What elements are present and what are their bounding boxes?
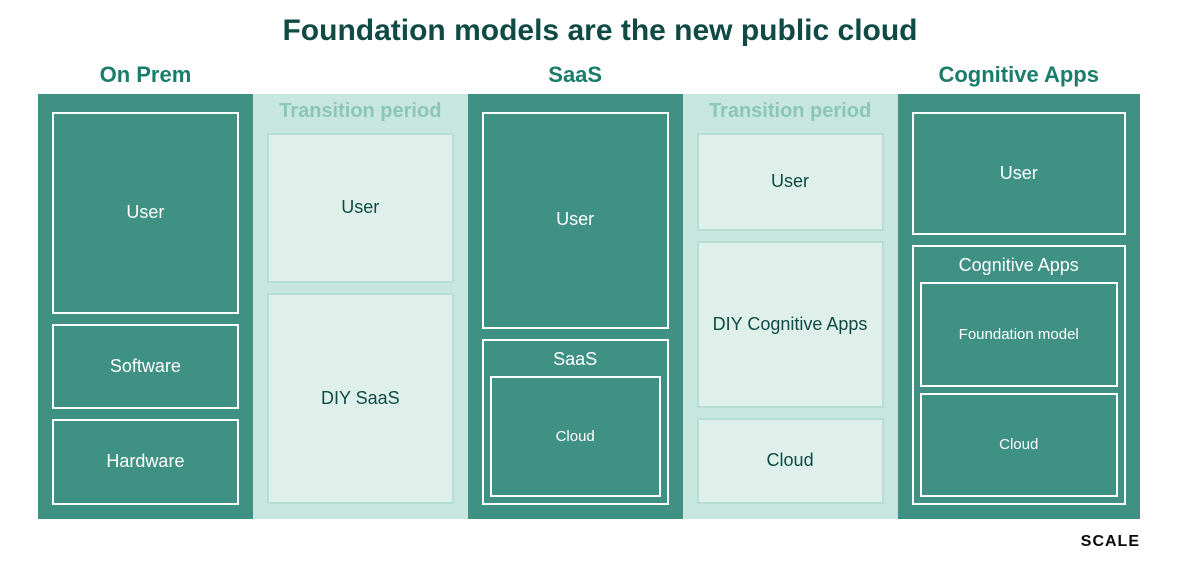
stack-box: DIY Cognitive Apps xyxy=(697,241,884,409)
stack-box: Cloud xyxy=(697,418,884,504)
brand-label: SCALE xyxy=(1081,533,1140,551)
stack-box: DIY SaaS xyxy=(267,293,454,504)
stack-box-label: Cognitive Apps xyxy=(959,253,1079,277)
stack-box: SaaS Cloud xyxy=(482,339,669,505)
page-title: Foundation models are the new public clo… xyxy=(0,0,1200,50)
column-header-empty xyxy=(683,62,898,94)
phase-column: User SaaS Cloud xyxy=(468,94,683,519)
stack-box: Cognitive Apps Foundation modelCloud xyxy=(912,245,1126,505)
stack-box: User xyxy=(482,112,669,329)
transition-column: Transition period User DIY Cognitive Apps C… xyxy=(683,94,898,519)
stack-box-label: SaaS xyxy=(553,347,597,371)
nested-box: Foundation model xyxy=(920,282,1118,386)
column-header-empty xyxy=(253,62,468,94)
stack-box: User xyxy=(52,112,239,314)
stack-box: Software xyxy=(52,324,239,410)
columns-header: On Prem SaaS Cognitive Apps xyxy=(38,62,1140,94)
column-header: On Prem xyxy=(38,62,253,94)
transition-label: Transition period xyxy=(267,100,454,123)
transition-label: Transition period xyxy=(697,100,884,123)
nested-container: Foundation modelCloud xyxy=(920,282,1118,497)
column-header: SaaS xyxy=(468,62,683,94)
stack-box: User xyxy=(697,133,884,231)
nested-container: Cloud xyxy=(490,376,661,497)
column-header: Cognitive Apps xyxy=(898,62,1140,94)
nested-box: Cloud xyxy=(920,393,1118,497)
columns-body: User Software Hardware Transition period Use… xyxy=(38,94,1140,519)
phase-column: User Software Hardware xyxy=(38,94,253,519)
stack-box: User xyxy=(267,133,454,283)
stack-box: User xyxy=(912,112,1126,235)
transition-column: Transition period UserDIY SaaS xyxy=(253,94,468,519)
stack-box: Hardware xyxy=(52,419,239,505)
nested-box: Cloud xyxy=(490,376,661,497)
phase-column: User Cognitive Apps Foundation modelCloud xyxy=(898,94,1140,519)
